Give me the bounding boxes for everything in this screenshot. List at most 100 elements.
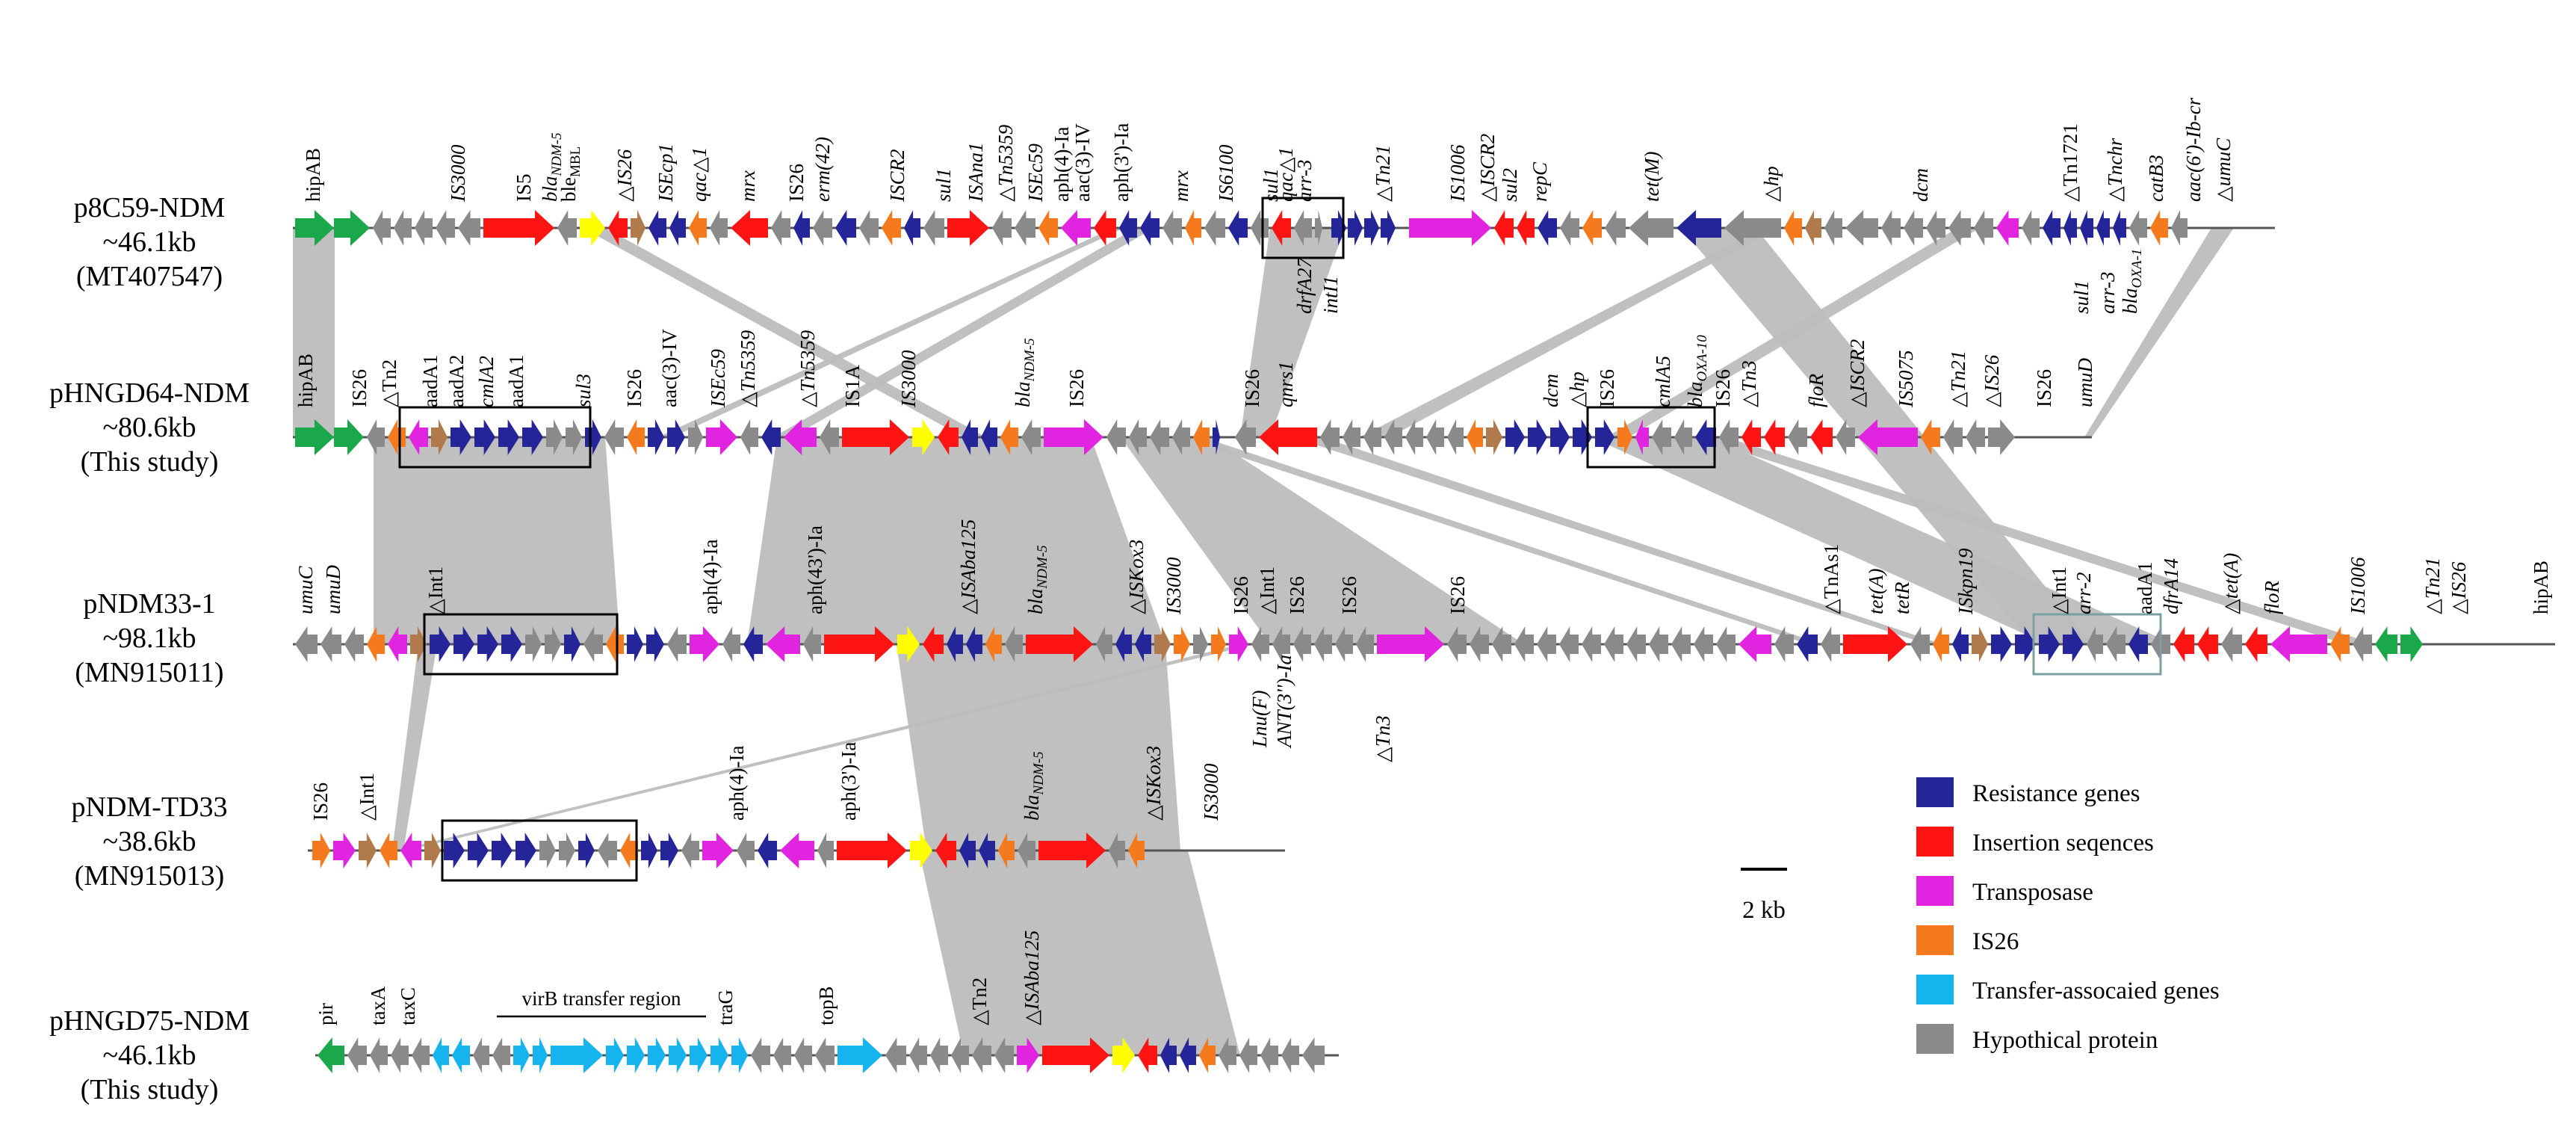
gene-arrows xyxy=(295,210,2423,1073)
gene-arrow xyxy=(1926,210,1945,246)
homology-link xyxy=(657,228,1124,437)
gene-arrow xyxy=(1409,210,1491,246)
gene-arrow xyxy=(631,210,645,246)
gene-arrow xyxy=(1239,1037,1257,1073)
gene-arrow xyxy=(1719,419,1739,455)
gene-label: mrx xyxy=(1170,170,1192,202)
gene-arrow xyxy=(794,1037,812,1073)
gene-label: △ISKox3 xyxy=(1142,746,1165,821)
homology-link xyxy=(2084,228,2234,437)
gene-label: aadA2 xyxy=(445,355,468,407)
gene-arrow xyxy=(347,1037,367,1073)
gene-arrow xyxy=(1015,210,1035,246)
gene-label: aac(3)-IV xyxy=(1071,123,1094,202)
track-label-pNDM33-1: pNDM33-1 ~98.1kb (MN915011) xyxy=(75,588,223,688)
gene-arrow xyxy=(690,626,719,662)
gene-arrow xyxy=(923,210,944,246)
gene-arrow xyxy=(2022,210,2040,246)
gene-label: aac(3)-IV xyxy=(658,329,681,407)
homology-link xyxy=(1606,228,1980,437)
gene-arrow xyxy=(1629,210,1674,246)
gene-arrow xyxy=(334,210,370,246)
gene-arrow xyxy=(606,1037,624,1073)
gene-label: ISEc59 xyxy=(707,349,729,408)
gene-arrow xyxy=(1251,210,1269,246)
gene-arrow xyxy=(904,210,920,246)
gene-arrow xyxy=(985,626,1002,662)
track-name: pNDM-TD33 xyxy=(72,791,228,823)
gene-arrow xyxy=(1517,210,1535,246)
gene-arrow xyxy=(1106,419,1126,455)
homology-link xyxy=(773,228,1154,437)
gene-arrow xyxy=(468,833,489,868)
track-accession: (MT407547) xyxy=(76,261,223,292)
gene-label: dcm xyxy=(1910,168,1932,202)
gene-arrow xyxy=(1676,210,1721,246)
gene-arrow xyxy=(604,419,624,455)
gene-arrow xyxy=(1996,210,2019,246)
gene-label: sul1 xyxy=(2070,280,2093,314)
homology-link xyxy=(919,851,1240,1055)
gene-arrow xyxy=(1537,626,1556,662)
gene-arrow xyxy=(1649,626,1668,662)
gene-arrow xyxy=(412,1037,430,1073)
homology-link xyxy=(1591,437,2174,644)
legend-label: Hypothical protein xyxy=(1972,1027,2158,1054)
homology-link xyxy=(1360,228,1778,437)
gene-arrow xyxy=(1331,210,1346,246)
gene-label: mrx xyxy=(737,170,759,202)
gene-arrow xyxy=(1363,419,1381,455)
gene-arrow xyxy=(972,1037,991,1073)
gene-arrow xyxy=(824,626,894,662)
gene-arrow xyxy=(2063,210,2077,246)
gene-arrow xyxy=(1843,626,1907,662)
legend-item-resistance: Resistance genes xyxy=(1916,777,2140,807)
gene-label: △Int1 xyxy=(2048,567,2070,614)
gene-arrow xyxy=(380,833,397,868)
homology-link xyxy=(374,437,620,644)
legend-swatch xyxy=(1916,827,1954,856)
gene-arrow xyxy=(2106,626,2125,662)
gene-arrow xyxy=(1381,210,1396,246)
gene-arrow xyxy=(1974,210,1993,246)
gene-arrow xyxy=(1674,419,1692,455)
gene-arrow xyxy=(2063,626,2084,662)
gene-label: △Int1 xyxy=(424,567,447,614)
gene-arrow xyxy=(947,210,989,246)
gene-arrow xyxy=(295,626,318,662)
gene-arrow xyxy=(1213,419,1220,455)
gene-arrow xyxy=(1784,210,1802,246)
gene-arrow xyxy=(1384,419,1402,455)
gene-label: hipAB xyxy=(2530,561,2552,614)
gene-arrow xyxy=(1038,833,1106,868)
gene-arrow xyxy=(2096,210,2110,246)
gene-arrow xyxy=(743,626,763,662)
gene-label: IS1006 xyxy=(1446,144,1469,203)
gene-label: IS26 xyxy=(623,369,645,407)
gene-arrow xyxy=(2245,626,2267,662)
gene-arrow xyxy=(979,833,995,868)
gene-label: △ISAba125 xyxy=(1021,930,1043,1025)
legend-swatch xyxy=(1916,1024,1954,1054)
gene-arrow xyxy=(458,210,480,246)
gene-arrow xyxy=(710,1037,728,1073)
gene-label: △IS26 xyxy=(1981,354,2003,407)
gene-arrow xyxy=(1948,210,1971,246)
gene-label: aph(3')-Ia xyxy=(1110,123,1133,202)
gene-arrow xyxy=(1426,419,1444,455)
gene-arrow xyxy=(2150,210,2168,246)
gene-arrow xyxy=(1320,419,1340,455)
gene-arrow xyxy=(578,833,595,868)
gene-arrow xyxy=(1774,626,1794,662)
gene-label: dfrA14 xyxy=(2160,558,2182,614)
gene-arrow xyxy=(1150,419,1169,455)
gene-label: IS26 xyxy=(1065,369,1088,407)
gene-arrow xyxy=(580,210,605,246)
gene-arrow xyxy=(1694,626,1713,662)
gene-label: IS3000 xyxy=(1162,557,1185,615)
gene-arrow xyxy=(1005,626,1023,662)
gene-arrow xyxy=(1486,419,1502,455)
gene-arrow xyxy=(1695,419,1716,455)
gene-label: taxA xyxy=(367,986,389,1025)
